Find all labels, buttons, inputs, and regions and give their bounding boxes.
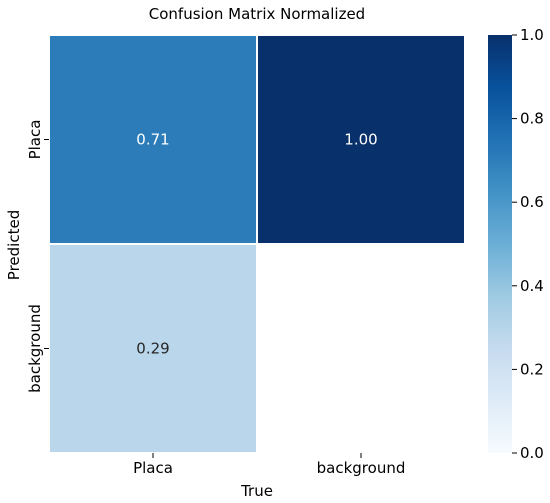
y-tick-label-1: background [26,304,44,393]
x-axis-label: True [240,482,273,500]
y-tick-label-0: Placa [26,120,44,160]
heatmap-cells [48,34,466,454]
cell-value-label-r0-c0: 0.71 [136,131,169,149]
cell-value-label-r0-c1: 1.00 [344,131,377,149]
chart-title: Confusion Matrix Normalized [149,5,365,23]
x-tick-label-1: background [317,459,406,477]
x-axis-ticks: Placa background [133,453,405,477]
heatmap-cell-r1-c1 [256,243,466,454]
colorbar-tick-label-2: 0.4 [520,277,544,295]
y-axis-label: Predicted [5,210,23,280]
colorbar-ticks: 0.0 0.2 0.4 0.6 0.8 1.0 [512,26,544,462]
heatmap-cell-r0-c0 [48,34,258,245]
colorbar-tick-label-3: 0.6 [520,193,544,211]
colorbar [488,35,512,453]
x-tick-label-0: Placa [133,459,173,477]
heatmap-cell-r1-c0 [48,243,258,454]
cell-value-label-r1-c0: 0.29 [136,340,169,358]
heatmap-cell-labels: 0.71 1.00 0.29 [136,131,377,358]
heatmap-cell-r0-c1 [256,34,466,245]
colorbar-tick-label-4: 0.8 [520,110,544,128]
y-axis-ticks: Placa background [26,120,49,393]
colorbar-tick-label-0: 0.0 [520,444,544,462]
colorbar-tick-label-1: 0.2 [520,360,544,378]
colorbar-tick-label-5: 1.0 [520,26,544,44]
